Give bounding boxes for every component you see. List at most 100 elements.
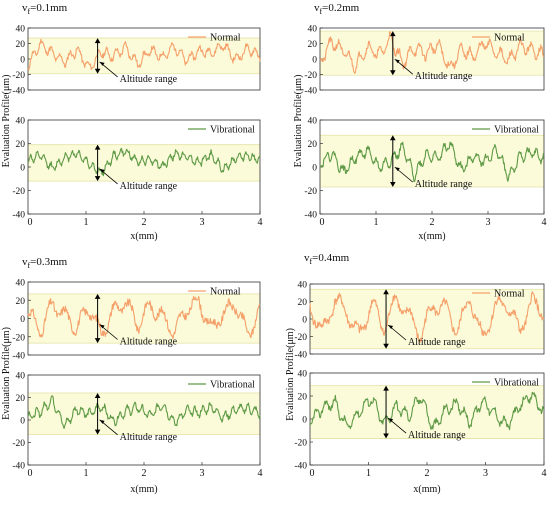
range-arrow-head-top bbox=[390, 135, 396, 141]
y-tick-label: -40 bbox=[12, 462, 25, 472]
x-tick-label: 4 bbox=[258, 468, 263, 479]
chart-title: vf=0.2mm bbox=[314, 2, 360, 16]
range-arrow-head-top bbox=[94, 38, 101, 44]
y-tick-label: -20 bbox=[294, 439, 307, 449]
title-rest: =0.2mm bbox=[322, 2, 360, 14]
title-rest: =0.1mm bbox=[30, 2, 68, 14]
annotation-label: Altitude range bbox=[408, 337, 466, 348]
range-arrow-head-top bbox=[94, 393, 101, 398]
x-axis-label: x(mm) bbox=[130, 484, 157, 495]
annotation-leader-head bbox=[99, 168, 105, 173]
y-tick-label: -40 bbox=[304, 87, 317, 97]
altitude-band bbox=[310, 289, 544, 349]
panel-vibrational: -40 -20 0 20 40 Vibrational Altitude range bbox=[294, 370, 545, 472]
y-tick-label: -20 bbox=[12, 333, 25, 343]
title-rest: =0.3mm bbox=[30, 256, 68, 268]
x-tick-label: 2 bbox=[142, 217, 147, 228]
y-tick-label: 0 bbox=[312, 56, 317, 66]
y-tick-label: 40 bbox=[16, 279, 26, 289]
x-axis-label: x(mm) bbox=[130, 231, 157, 242]
x-tick-label: 0 bbox=[310, 468, 315, 479]
panel-normal: -40 -20 0 20 40 Normal Altitude range bbox=[294, 281, 545, 361]
x-tick-label: 0 bbox=[28, 217, 33, 228]
title-sub: f bbox=[320, 7, 323, 16]
y-tick-label: -20 bbox=[12, 187, 25, 197]
series-line-normal bbox=[27, 295, 261, 340]
y-tick-label: -20 bbox=[12, 71, 25, 81]
y-tick-label: 20 bbox=[298, 393, 308, 403]
y-tick-label: -20 bbox=[304, 187, 317, 197]
title-v: v bbox=[22, 2, 28, 14]
range-arrow-head-top bbox=[94, 293, 101, 299]
range-arrow-head-bottom bbox=[94, 429, 101, 435]
series-line-normal bbox=[319, 31, 545, 74]
y-tick-label: 0 bbox=[302, 416, 307, 426]
y-tick-label: 40 bbox=[16, 25, 26, 35]
y-tick-label: 40 bbox=[308, 25, 318, 35]
y-tick-label: 40 bbox=[298, 281, 308, 291]
y-tick-label: 40 bbox=[298, 370, 308, 380]
y-tick-label: 20 bbox=[16, 394, 26, 404]
y-tick-label: 40 bbox=[16, 372, 26, 382]
series-line-vibrational bbox=[27, 147, 261, 177]
panel-normal: -40 -20 0 20 40 Normal Altitude range bbox=[304, 25, 545, 97]
series-line-vibrational bbox=[27, 395, 261, 429]
chart-title: vf=0.4mm bbox=[304, 252, 350, 266]
altitude-band bbox=[320, 31, 544, 76]
legend-label: Normal bbox=[494, 33, 525, 44]
y-tick-label: 0 bbox=[20, 417, 25, 427]
series-line-normal bbox=[309, 291, 545, 344]
x-tick-label: 2 bbox=[142, 468, 147, 479]
range-arrow-head-top bbox=[94, 144, 101, 150]
y-axis-label: Evaluation Profile(μm) bbox=[1, 327, 12, 420]
range-arrow-head-bottom bbox=[390, 181, 396, 187]
y-tick-label: 20 bbox=[308, 40, 318, 50]
range-arrow-head-top bbox=[383, 289, 389, 295]
annotation-leader-head bbox=[388, 418, 394, 423]
title-sub: f bbox=[310, 257, 313, 266]
chart-2: vf=0.2mm Evaluation Profile(μm) -40 -20 0 20 4… bbox=[293, 2, 547, 242]
y-tick-label: 0 bbox=[302, 316, 307, 326]
x-tick-label: 3 bbox=[200, 468, 205, 479]
y-axis-label: Evaluation Profile(μm) bbox=[293, 75, 304, 168]
range-arrow-head-bottom bbox=[94, 176, 101, 182]
chart-title: vf=0.1mm bbox=[22, 2, 68, 16]
x-tick-label: 3 bbox=[483, 468, 488, 479]
y-tick-label: 40 bbox=[16, 117, 26, 127]
annotation-label: Altitude range bbox=[120, 181, 178, 192]
annotation-leader-head bbox=[99, 61, 105, 66]
y-tick-label: 20 bbox=[16, 140, 26, 150]
panel-normal: -40 -20 0 20 40 Normal Altitude range bbox=[12, 279, 261, 362]
range-arrow-head-bottom bbox=[383, 433, 389, 439]
series-line-vibrational bbox=[319, 141, 545, 183]
annotation-label: Altitude range bbox=[415, 71, 473, 82]
title-rest: =0.4mm bbox=[312, 252, 350, 264]
y-tick-label: -40 bbox=[12, 352, 25, 362]
series-line-normal bbox=[27, 38, 261, 71]
annotation-label: Altitude range bbox=[408, 430, 466, 441]
range-arrow-head-top bbox=[383, 385, 389, 391]
y-tick-label: 20 bbox=[308, 140, 318, 150]
y-tick-label: -40 bbox=[294, 351, 307, 361]
legend-label: Normal bbox=[494, 289, 525, 300]
y-tick-label: 20 bbox=[298, 298, 308, 308]
x-tick-label: 1 bbox=[84, 468, 89, 479]
altitude-band bbox=[28, 38, 260, 74]
annotation-leader-head bbox=[388, 325, 394, 329]
y-tick-label: 40 bbox=[308, 117, 318, 127]
x-tick-label: 4 bbox=[258, 217, 263, 228]
title-sub: f bbox=[28, 261, 31, 270]
y-tick-label: -20 bbox=[294, 333, 307, 343]
x-tick-label: 4 bbox=[542, 217, 547, 228]
legend-label: Normal bbox=[210, 287, 241, 298]
annotation-leader-head bbox=[99, 419, 105, 424]
y-tick-label: -40 bbox=[12, 211, 25, 221]
x-tick-label: 1 bbox=[366, 468, 371, 479]
range-arrow-head-bottom bbox=[94, 338, 101, 344]
title-v: v bbox=[304, 252, 310, 264]
title-sub: f bbox=[28, 7, 31, 16]
range-arrow-head-bottom bbox=[390, 70, 396, 76]
y-tick-label: 0 bbox=[312, 164, 317, 174]
